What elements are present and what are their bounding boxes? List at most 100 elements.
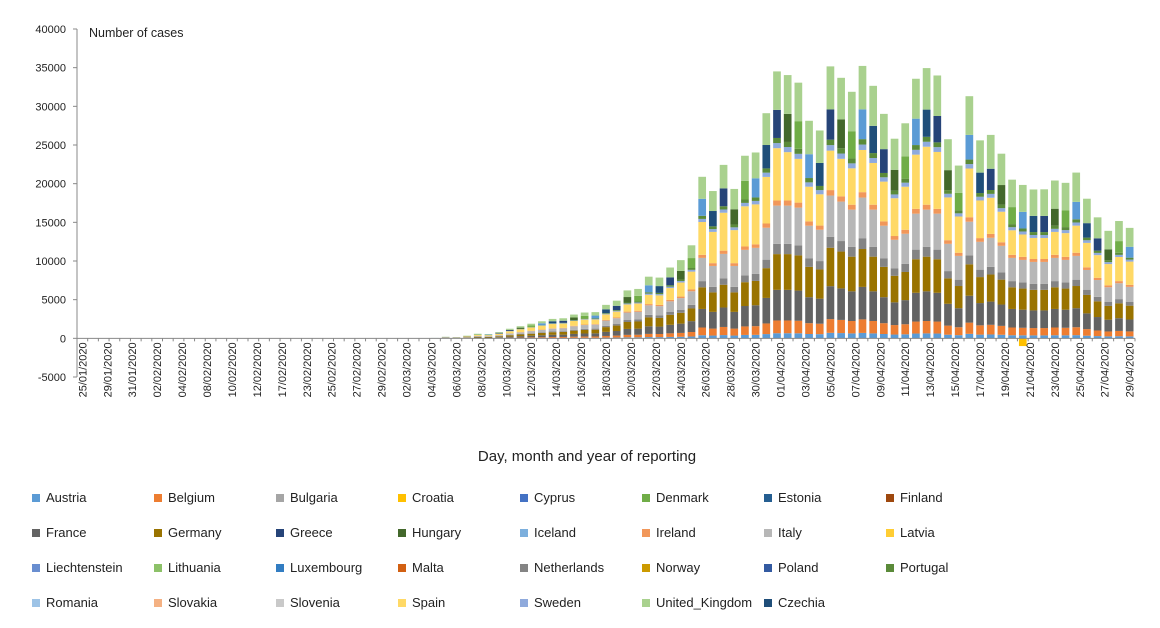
bar-segment-france — [666, 324, 674, 334]
bar-segment-ireland — [901, 229, 910, 234]
x-tick-label: 25/01/2020 — [77, 342, 89, 397]
bar-segment-netherlands — [602, 325, 610, 328]
legend-item: Italy — [764, 524, 886, 541]
x-tick-label: 15/04/2020 — [950, 342, 962, 397]
bar-segment-italy — [666, 301, 674, 313]
bar-segment-united_kingdom — [602, 304, 610, 310]
bar-segment-austria — [762, 334, 771, 339]
bar-segment-sweden — [773, 143, 781, 149]
bar-segment-austria — [783, 333, 792, 339]
bar-segment-germany — [538, 332, 546, 336]
bar-segment-france — [655, 326, 664, 335]
x-tick-label: 12/03/2020 — [526, 342, 538, 397]
bar-segment-spain — [1093, 255, 1102, 278]
bar-segment-portugal — [666, 285, 674, 287]
x-tick-label: 25/04/2020 — [1075, 342, 1087, 397]
bar-segment-netherlands — [751, 273, 760, 281]
bar-segment-other — [922, 109, 931, 137]
legend-swatch — [398, 493, 406, 502]
bar-segment-germany — [1029, 289, 1038, 311]
bar-segment-germany — [666, 314, 674, 325]
bar-segment-france — [687, 321, 696, 332]
bar-segment-germany — [869, 256, 878, 292]
bar-segment-austria — [698, 335, 707, 339]
x-tick-label: 04/03/2020 — [426, 342, 438, 397]
bar-segment-spain — [751, 204, 760, 245]
bar-segment-ireland — [880, 221, 888, 226]
bar-segment-portugal — [1115, 252, 1123, 255]
bar-segment-italy — [922, 209, 931, 247]
bar-segment-germany — [794, 255, 803, 291]
bar-segment-spain — [783, 152, 792, 201]
bar-segment-netherlands — [901, 263, 910, 272]
bar-segment-other — [976, 172, 984, 194]
bar-segment-spain — [762, 176, 771, 224]
bar-segment-belgium — [815, 323, 824, 335]
legend-label: Netherlands — [534, 560, 605, 575]
bar-segment-spain — [644, 294, 653, 305]
bar-segment-netherlands — [912, 249, 920, 260]
bar-segment-united_kingdom — [580, 312, 589, 316]
bar-segment-spain — [1125, 261, 1134, 285]
bar-segment-portugal — [730, 224, 739, 228]
bar-segment-spain — [976, 200, 984, 239]
legend-item: Denmark — [642, 489, 764, 506]
bar-segment-belgium — [719, 326, 728, 336]
bar-segment-germany — [1072, 286, 1081, 309]
legend-swatch — [276, 528, 284, 537]
bar-segment-belgium — [1072, 327, 1081, 336]
x-tick-label: 28/03/2020 — [726, 342, 738, 397]
bar-segment-france — [676, 323, 685, 333]
bar-segment-italy — [976, 241, 984, 270]
bar-segment-other — [901, 156, 910, 179]
bar-segment-united_kingdom — [805, 120, 813, 155]
legend-item: Croatia — [398, 489, 520, 506]
bar-segment-sweden — [1051, 228, 1059, 232]
legend-label: Hungary — [412, 525, 462, 540]
bar-segment-austria — [676, 336, 685, 339]
bar-segment-united_kingdom — [1029, 189, 1038, 216]
bar-segment-united_kingdom — [1008, 179, 1016, 208]
bar-segment-netherlands — [1018, 282, 1027, 289]
bar-segment-france — [709, 311, 717, 329]
bar-segment-austria — [634, 337, 642, 339]
bar-segment-spain — [794, 158, 803, 203]
bar-segment-germany — [559, 331, 568, 335]
bar-segment-ireland — [986, 233, 995, 238]
bar-segment-austria — [997, 334, 1006, 339]
bar-segment-spain — [1061, 233, 1070, 257]
bar-segment-spain — [1051, 231, 1059, 255]
bar-segment-netherlands — [944, 271, 952, 279]
bar-segment-netherlands — [1029, 283, 1038, 290]
bar-segment-other — [912, 118, 920, 146]
bar-segment-germany — [602, 327, 610, 332]
bar-segment-italy — [719, 253, 728, 279]
bar-segment-portugal — [880, 172, 888, 178]
legend-item: Hungary — [398, 524, 520, 541]
bar-segment-netherlands — [538, 332, 546, 333]
bar-segment-germany — [954, 286, 963, 309]
bar-segment-italy — [580, 325, 589, 329]
bar-segment-germany — [880, 266, 888, 298]
bar-segment-france — [591, 333, 600, 337]
bar-segment-italy — [762, 227, 771, 260]
bar-segment-italy — [676, 298, 685, 310]
bar-segment-france — [730, 311, 739, 329]
bar-segment-other — [570, 317, 578, 321]
bar-segment-spain — [901, 186, 910, 230]
bar-segment-austria — [1040, 335, 1049, 339]
bar-segment-france — [1104, 319, 1113, 332]
bar-segment-italy — [741, 249, 749, 276]
bar-segment-spain — [1115, 256, 1123, 282]
bar-segment-france — [644, 326, 653, 334]
bar-segment-portugal — [858, 139, 867, 145]
legend-item: Finland — [886, 489, 1008, 506]
bar-segment-austria — [826, 332, 835, 339]
bar-segment-germany — [709, 292, 717, 312]
bar-segment-netherlands — [591, 328, 600, 330]
bar-segment-united_kingdom — [1051, 180, 1059, 209]
legend-swatch — [32, 493, 40, 502]
bar-segment-france — [783, 289, 792, 321]
bar-segment-france — [944, 303, 952, 326]
bar-segment-austria — [1093, 336, 1102, 339]
